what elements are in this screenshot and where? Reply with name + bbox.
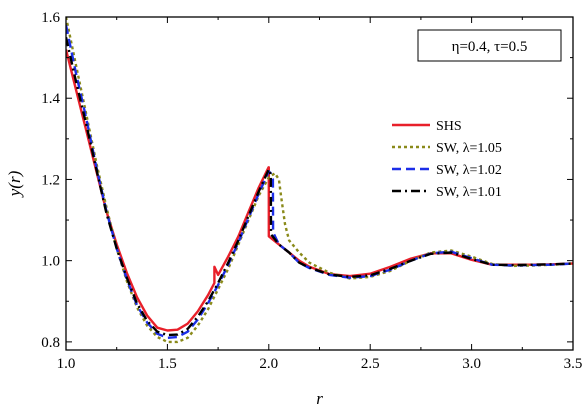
y-tick-label: 1.4 [41,91,60,107]
y-tick-label: 1.2 [41,172,60,188]
series-line-3 [66,24,573,339]
legend: SHS SW, λ=1.05 SW, λ=1.02 SW, λ=1.01 [392,119,502,200]
series-line-2 [66,17,573,344]
ticks-layer: 1.0 1.5 2.0 2.5 3.0 3.5 0.8 1.0 1.2 1.4 1.6 [41,10,582,372]
x-tick-label: 2.0 [259,356,278,372]
legend-label-3: SW, λ=1.02 [436,163,502,178]
x-tick-label: 1.5 [158,356,177,372]
y-tick-label: 0.8 [41,335,60,351]
annotation-text: η=0.4, τ=0.5 [452,39,528,55]
x-tick-label: 3.0 [462,356,481,372]
y-axis-title: y(r) [5,170,24,198]
x-tick-label: 3.5 [564,356,583,372]
x-tick-label: 1.0 [57,356,76,372]
legend-label-2: SW, λ=1.05 [436,141,502,156]
plot-frame [65,16,574,351]
series-line-4 [66,37,573,337]
annotation-box: η=0.4, τ=0.5 [417,29,562,62]
series-layer [66,17,573,344]
legend-label-1: SHS [436,119,462,134]
legend-label-4: SW, λ=1.01 [436,185,502,200]
x-axis-title: r [316,389,323,407]
x-tick-label: 2.5 [361,356,380,372]
y-tick-label: 1.6 [41,10,60,26]
y-tick-label: 1.0 [41,254,60,270]
